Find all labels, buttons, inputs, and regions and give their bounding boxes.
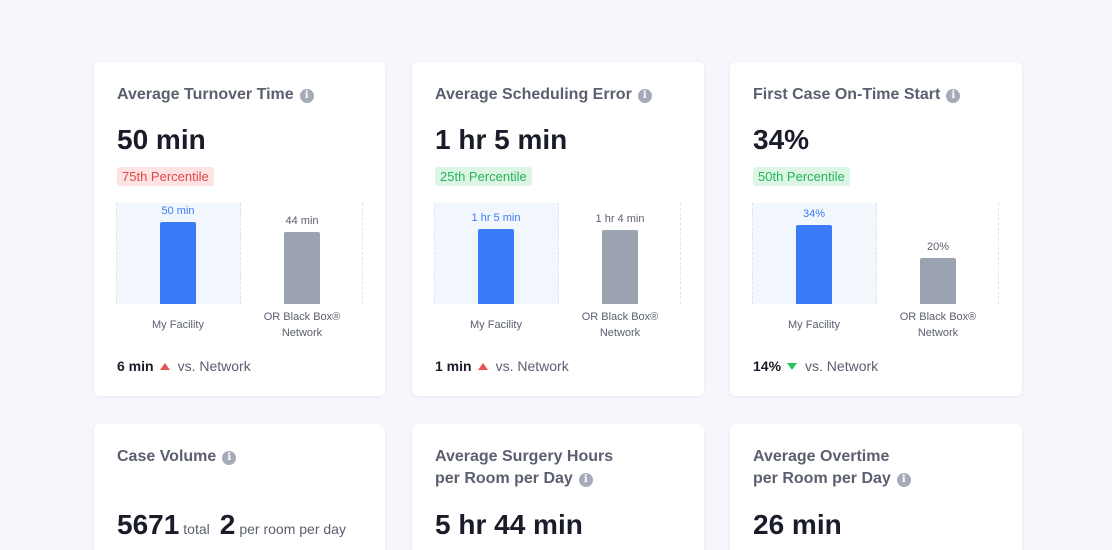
metric-value: 50 min	[117, 124, 206, 155]
card-title: Average Surgery Hours per Room per Day i	[435, 446, 675, 490]
x-label-line: My Facility	[152, 319, 204, 331]
comparison-value: 1 min	[435, 358, 472, 374]
x-label-line: Network	[281, 327, 323, 339]
bar-value-label-network: 44 min	[285, 214, 319, 227]
network-comparison: 6 min vs. Network	[117, 358, 251, 374]
card-title-text: Case Volume	[117, 448, 217, 465]
x-label-line: Network	[917, 327, 959, 339]
comparison-label: vs. Network	[495, 358, 569, 374]
card-title-text: Average Turnover Time	[117, 86, 294, 103]
bar-value-label-network: 1 hr 4 min	[595, 212, 645, 225]
bar-my-facility	[160, 222, 196, 304]
x-label-line: OR Black Box®	[899, 311, 977, 323]
network-comparison: 14% vs. Network	[753, 358, 878, 374]
metric-value: 5 hr 44 min	[435, 509, 583, 540]
card-title-text: Average Scheduling Error	[435, 86, 632, 103]
metric-value: 34%	[753, 124, 810, 155]
metric-card-first-case-start: First Case On-Time Start i 34% 50th Perce…	[730, 62, 1022, 396]
info-icon[interactable]: i	[946, 89, 961, 103]
card-title-line1: Average Surgery Hours	[435, 448, 614, 465]
percentile-badge: 75th Percentile	[117, 167, 214, 186]
arrow-up-icon	[477, 362, 488, 370]
metric-card-overtime: Average Overtime per Room per Day i 26 min	[730, 424, 1022, 550]
bar-network	[920, 257, 956, 304]
x-label-line: My Facility	[788, 319, 840, 331]
total-cases-value: 5671	[117, 509, 180, 540]
metric-value: 1 hr 5 min	[435, 124, 568, 155]
info-icon[interactable]: i	[578, 473, 593, 487]
x-label-line: OR Black Box®	[263, 311, 341, 323]
chart-divider	[998, 203, 999, 304]
total-unit: total	[183, 521, 210, 537]
card-title-line2: per Room per Day	[753, 470, 891, 487]
comparison-label: vs. Network	[177, 358, 251, 374]
card-title: Case Volume i	[117, 446, 237, 468]
card-title: Average Overtime per Room per Day i	[753, 446, 993, 490]
per-room-value: 2	[219, 509, 236, 540]
info-icon[interactable]: i	[299, 89, 314, 103]
info-icon[interactable]: i	[896, 473, 911, 487]
bar-my-facility	[796, 225, 832, 304]
comparison-value: 14%	[753, 358, 782, 374]
case-volume-values: 5671 total 2 per room per day	[117, 509, 356, 541]
comparison-value: 6 min	[117, 358, 154, 374]
x-label-network: OR Black Box® Network	[240, 309, 364, 341]
arrow-down-icon	[787, 362, 798, 370]
x-label-line: My Facility	[470, 319, 522, 331]
x-label-line: OR Black Box®	[581, 311, 659, 323]
bar-value-label-network: 20%	[926, 240, 950, 253]
comparison-bar-chart: 50 min 44 min My Facility OR Black Box® N…	[116, 203, 363, 363]
per-room-unit: per room per day	[239, 521, 346, 537]
comparison-label: vs. Network	[805, 358, 879, 374]
x-label-network: OR Black Box® Network	[558, 309, 682, 341]
info-icon[interactable]: i	[637, 89, 652, 103]
percentile-badge: 25th Percentile	[435, 167, 532, 186]
card-title-text: First Case On-Time Start	[753, 86, 941, 103]
card-title: Average Scheduling Error i	[435, 84, 652, 106]
chart-divider	[680, 203, 681, 304]
bar-network	[284, 231, 320, 304]
x-label-my-facility: My Facility	[434, 317, 558, 333]
x-label-line: Network	[599, 327, 641, 339]
comparison-bar-chart: 1 hr 5 min 1 hr 4 min My Facility OR Bla…	[434, 203, 681, 363]
bar-value-label-mine: 34%	[802, 208, 826, 221]
arrow-up-icon	[159, 362, 170, 370]
x-label-my-facility: My Facility	[116, 317, 240, 333]
bar-value-label-mine: 50 min	[161, 205, 195, 218]
metric-card-case-volume: Case Volume i 5671 total 2 per room per d…	[94, 424, 385, 550]
x-label-network: OR Black Box® Network	[876, 309, 1000, 341]
metric-card-turnover: Average Turnover Time i 50 min 75th Perce…	[94, 62, 385, 396]
metric-card-surgery-hours: Average Surgery Hours per Room per Day i 5…	[412, 424, 704, 550]
bar-my-facility	[478, 228, 514, 304]
chart-divider	[362, 203, 363, 304]
bar-value-label-mine: 1 hr 5 min	[471, 211, 521, 224]
info-icon[interactable]: i	[222, 451, 237, 465]
percentile-badge: 50th Percentile	[753, 167, 850, 186]
metric-card-scheduling-error: Average Scheduling Error i 1 hr 5 min 25t…	[412, 62, 704, 396]
metric-value: 26 min	[753, 509, 842, 540]
network-comparison: 1 min vs. Network	[435, 358, 569, 374]
x-label-my-facility: My Facility	[752, 317, 876, 333]
bar-network	[602, 229, 638, 304]
card-title-line1: Average Overtime	[753, 448, 890, 465]
card-title: Average Turnover Time i	[117, 84, 314, 106]
card-title-line2: per Room per Day	[435, 470, 573, 487]
comparison-bar-chart: 34% 20% My Facility OR Black Box® Network	[752, 203, 999, 363]
card-title: First Case On-Time Start i	[753, 84, 961, 106]
